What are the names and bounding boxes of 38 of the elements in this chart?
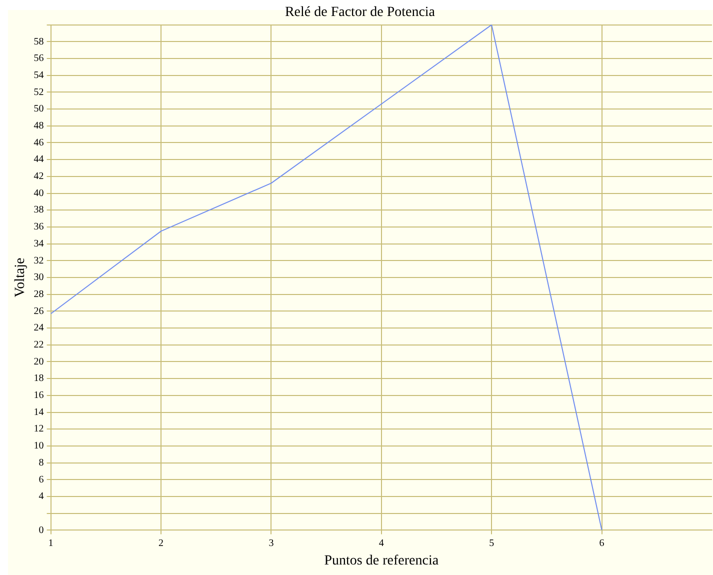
x-tick-label: 6	[599, 538, 604, 549]
y-tick-label: 48	[34, 120, 44, 132]
y-tick-label: 26	[34, 306, 44, 317]
y-tick-label: 44	[34, 154, 44, 166]
x-tick-label: 3	[268, 538, 274, 549]
y-tick-label: 36	[34, 222, 44, 233]
y-tick-label: 28	[34, 288, 44, 300]
y-tick-label: 16	[34, 390, 44, 402]
y-tick-label: 24	[34, 322, 44, 334]
y-tick-label: 40	[34, 188, 44, 199]
y-tick-label: 12	[34, 424, 44, 435]
y-axis-title: Voltaje	[13, 258, 28, 298]
y-tick-label: 10	[34, 440, 44, 452]
y-tick-label: 18	[34, 373, 44, 384]
y-tick-label: 8	[38, 457, 44, 468]
y-tick-label: 56	[34, 53, 44, 64]
y-tick-label: 58	[34, 36, 44, 48]
y-tick-label: 34	[34, 238, 44, 250]
y-tick-label: 0	[38, 524, 44, 536]
x-tick-label: 2	[158, 538, 164, 549]
y-tick-label: 52	[34, 86, 44, 98]
y-tick-label: 50	[34, 104, 44, 115]
x-tick-label: 1	[48, 538, 54, 549]
x-tick-label: 4	[378, 538, 384, 549]
y-tick-label: 54	[34, 70, 44, 81]
y-tick-label: 46	[34, 137, 44, 148]
y-tick-label: 20	[34, 356, 44, 368]
y-tick-label: 14	[34, 406, 44, 418]
y-tick-label: 30	[34, 272, 44, 284]
x-tick-label: 5	[489, 538, 494, 549]
y-tick-label: 22	[34, 340, 44, 351]
y-tick-label: 32	[34, 255, 44, 266]
y-tick-label: 42	[34, 171, 44, 182]
y-tick-label: 4	[38, 491, 44, 502]
y-tick-label: 6	[38, 474, 44, 486]
y-tick-label: 38	[34, 204, 44, 216]
x-axis-title: Puntos de referencia	[324, 553, 440, 568]
chart-title: Relé de Factor de Potencia	[284, 5, 436, 20]
